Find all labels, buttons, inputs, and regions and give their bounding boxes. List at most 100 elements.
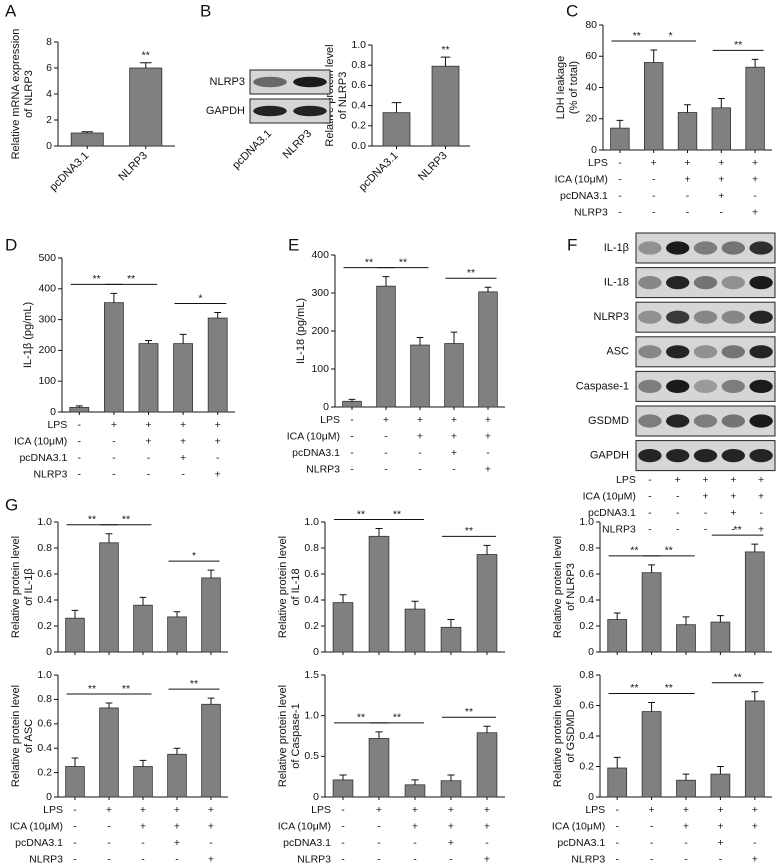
treatment-label: pcDNA3.1 — [588, 507, 636, 519]
treatment-sign: - — [684, 837, 688, 849]
treatment-sign: + — [145, 419, 151, 431]
treatment-sign: - — [648, 523, 652, 535]
significance-label: ** — [630, 545, 638, 557]
treatment-sign: - — [449, 853, 453, 865]
significance-label: * — [669, 30, 673, 42]
treatment-sign: + — [485, 430, 491, 442]
treatment-sign: - — [719, 853, 723, 865]
treatment-sign: + — [180, 452, 186, 464]
blot-band — [721, 241, 745, 255]
y-tick-label: 0.0 — [351, 140, 366, 152]
treatment-sign: - — [209, 837, 213, 849]
treatment-sign: + — [683, 804, 689, 816]
treatment-sign: - — [341, 820, 345, 832]
blot-band — [666, 379, 690, 393]
bar — [676, 779, 696, 798]
treatment-sign: + — [718, 190, 724, 202]
treatment-sign: - — [720, 206, 724, 218]
treatment-label: pcDNA3.1 — [15, 837, 63, 849]
treatment-sign: + — [174, 820, 180, 832]
error-bar — [173, 747, 181, 755]
treatment-label: LPS — [588, 157, 608, 169]
treatment-label: ICA (10μM) — [287, 430, 340, 442]
treatment-label: LPS — [320, 414, 340, 426]
error-bar — [751, 58, 759, 68]
treatment-label: pcDNA3.1 — [19, 452, 67, 464]
y-tick-label: 0.2 — [304, 620, 319, 632]
y-axis-label: Relative protein level — [277, 685, 289, 787]
treatment-sign: + — [208, 820, 214, 832]
treatment-sign: + — [758, 523, 764, 535]
error-bar — [613, 756, 621, 769]
treatment-sign: - — [73, 837, 77, 849]
bar — [342, 400, 362, 408]
treatment-label: NLRP3 — [574, 206, 608, 218]
treatment-sign: + — [717, 837, 723, 849]
treatment-label: LPS — [43, 804, 63, 816]
y-tick-label: 2 — [46, 114, 52, 126]
treatment-sign: - — [181, 468, 185, 480]
error-bar — [682, 773, 690, 781]
treatment-sign: - — [686, 190, 690, 202]
y-axis-label: of NLRP3 — [565, 563, 577, 611]
treatment-sign: + — [702, 490, 708, 502]
blot-band — [721, 276, 745, 290]
error-bar — [75, 405, 83, 408]
blot-band — [666, 310, 690, 324]
treatment-sign: - — [618, 190, 622, 202]
treatment-sign: - — [684, 853, 688, 865]
treatment-sign: - — [652, 206, 656, 218]
treatment-sign: + — [752, 820, 758, 832]
y-axis-label: Relative protein level — [10, 685, 22, 787]
treatment-sign: - — [350, 414, 354, 426]
treatment-sign: - — [107, 837, 111, 849]
bar — [167, 616, 187, 653]
significance-label: ** — [734, 39, 742, 51]
bar — [440, 626, 462, 653]
bar — [478, 291, 498, 408]
y-tick-label: 0.8 — [37, 542, 52, 554]
y-tick-label: 100 — [38, 375, 56, 387]
error-bar — [105, 702, 113, 708]
bar — [610, 127, 630, 151]
y-tick-label: 0.8 — [37, 693, 52, 705]
bar — [103, 302, 124, 413]
significance-label: ** — [122, 513, 130, 525]
bar — [607, 619, 628, 653]
treatment-sign: - — [615, 820, 619, 832]
y-tick-label: 400 — [311, 249, 329, 261]
y-tick-label: 0.6 — [37, 718, 52, 730]
treatment-sign: + — [730, 507, 736, 519]
bar — [676, 624, 696, 653]
blot-band — [721, 310, 745, 324]
bar — [410, 344, 430, 408]
blot-row-label: IL-18 — [604, 277, 629, 289]
bar — [745, 66, 765, 151]
treatment-sign: - — [377, 820, 381, 832]
bar — [138, 343, 159, 413]
error-bar — [110, 292, 118, 303]
error-bar — [391, 102, 402, 113]
error-bar — [751, 691, 759, 701]
significance-label: ** — [142, 50, 150, 62]
treatment-sign: - — [78, 435, 82, 447]
treatment-sign: + — [752, 157, 758, 169]
significance-label: ** — [665, 682, 673, 694]
treatment-sign: + — [730, 474, 736, 486]
blot-band — [693, 345, 718, 359]
blot-band — [693, 414, 718, 428]
blot-row-label: GSDMD — [588, 415, 629, 427]
significance-label: ** — [465, 706, 473, 718]
significance-label: * — [192, 550, 196, 562]
treatment-sign: - — [648, 490, 652, 502]
bar — [207, 317, 228, 413]
bar — [201, 577, 221, 653]
y-tick-label: 0.8 — [579, 542, 594, 554]
blot-band — [666, 414, 690, 428]
blot-band — [693, 379, 718, 393]
blot-band — [693, 276, 718, 290]
y-tick-label: 1.0 — [304, 709, 319, 721]
treatment-sign: - — [384, 463, 388, 475]
treatment-label: pcDNA3.1 — [292, 447, 340, 459]
treatment-sign: + — [485, 463, 491, 475]
